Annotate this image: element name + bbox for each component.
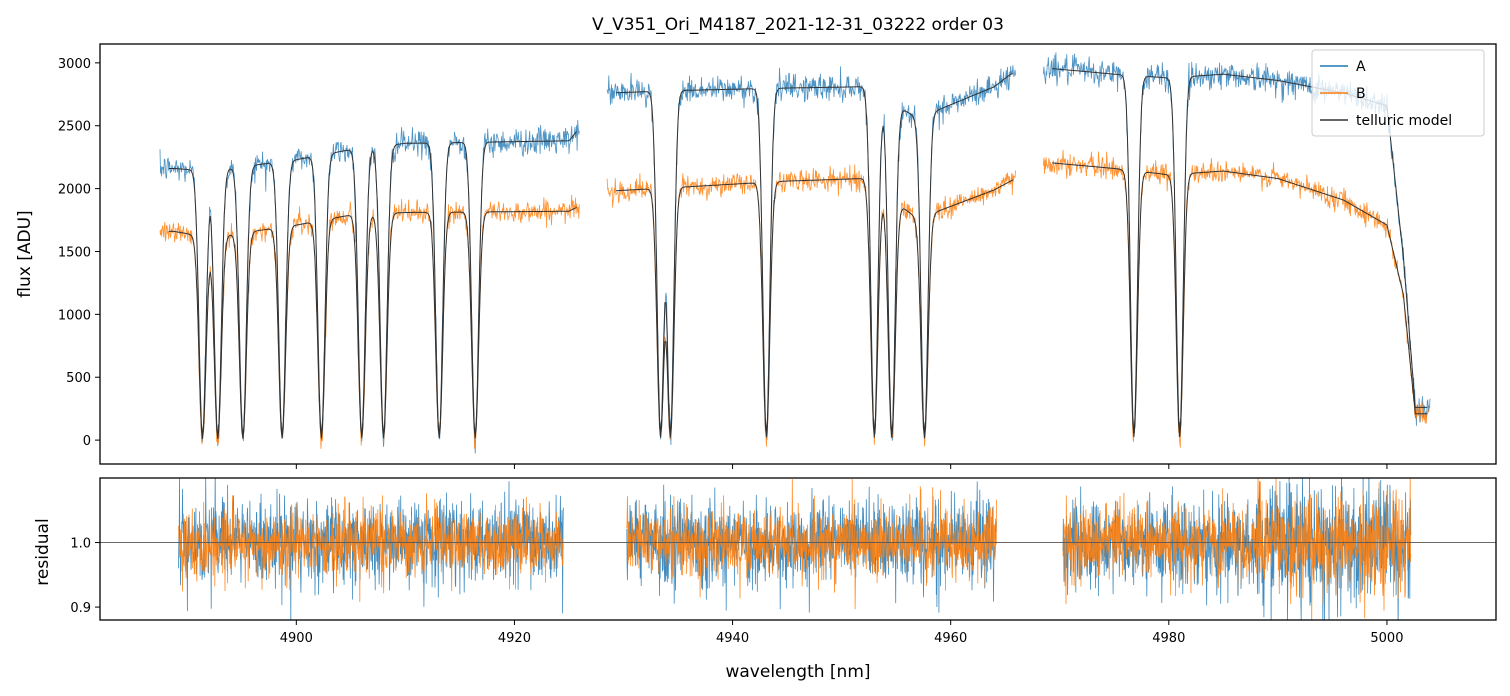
flux-y-tick-label: 2000 xyxy=(58,183,91,198)
x-tick-label: 4900 xyxy=(280,631,313,646)
flux-y-tick-label: 1500 xyxy=(58,245,91,260)
residual-y-tick-label: 1.0 xyxy=(70,537,91,552)
legend-label-a: A xyxy=(1356,59,1366,75)
flux-plot-frame xyxy=(99,43,1497,465)
residual-plot-frame xyxy=(99,477,1497,621)
telluric-model-b xyxy=(168,162,1428,439)
legend-label-b: B xyxy=(1356,86,1366,102)
flux-y-tick-label: 500 xyxy=(66,371,91,386)
flux-series-b xyxy=(159,149,1431,449)
legend: A B telluric model xyxy=(1311,49,1485,137)
flux-panel: 0 500 1000 1500 2000 2500 3000 flux [ADU] A B … xyxy=(15,43,1497,469)
x-tick-label: 4980 xyxy=(1152,631,1185,646)
x-tick-label: 4920 xyxy=(498,631,531,646)
flux-y-tick-label: 1000 xyxy=(58,308,91,323)
residual-panel: 0.9 1.0 4900 4920 4940 4960 4980 5000 residual… xyxy=(33,477,1497,682)
flux-y-axis-label: flux [ADU] xyxy=(15,210,35,297)
chart-title: V_V351_Ori_M4187_2021-12-31_03222 order … xyxy=(592,15,1004,35)
flux-y-tick-label: 0 xyxy=(83,434,91,449)
residual-y-tick-label: 0.9 xyxy=(70,601,91,616)
residual-y-axis-label: residual xyxy=(33,518,53,585)
x-tick-label: 4960 xyxy=(934,631,967,646)
flux-y-tick-label: 2500 xyxy=(58,120,91,135)
legend-label-telluric: telluric model xyxy=(1356,113,1452,129)
x-tick-label: 5000 xyxy=(1370,631,1403,646)
flux-y-tick-label: 3000 xyxy=(58,57,91,72)
telluric-model-a xyxy=(168,68,1428,437)
residual-series-b xyxy=(178,478,1412,620)
legend-box xyxy=(1311,49,1485,137)
x-tick-label: 4940 xyxy=(716,631,749,646)
x-axis-label: wavelength [nm] xyxy=(725,662,870,682)
flux-series-a xyxy=(159,52,1431,454)
